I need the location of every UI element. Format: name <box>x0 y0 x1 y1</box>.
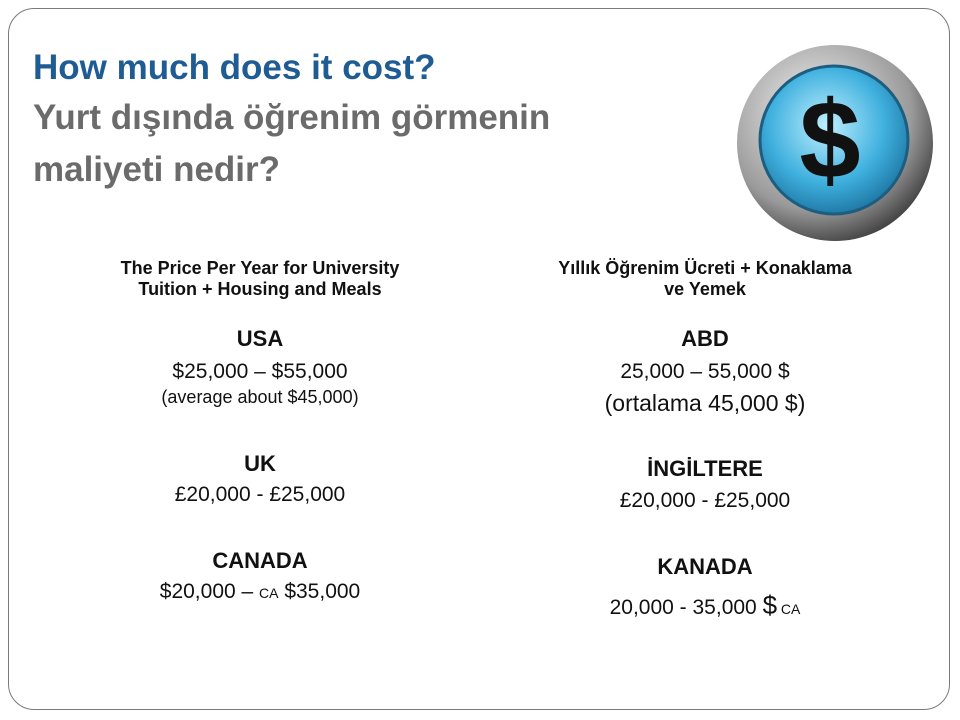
icon-face <box>758 64 910 216</box>
slide-frame <box>8 8 950 710</box>
price-part: $20,000 – <box>159 580 260 603</box>
country-name: CANADA <box>212 548 308 573</box>
heading-line: Tuition + Housing and Meals <box>138 279 382 299</box>
heading-line: ve Yemek <box>664 279 746 299</box>
price-range: 25,000 – 55,000 $ <box>485 360 925 384</box>
price-part: 25,000 – 55,000 $ <box>620 360 790 383</box>
price-note: (ortalama 45,000 $) <box>604 390 806 416</box>
price-note: (average about $45,000) <box>161 387 359 407</box>
country-name: UK <box>244 451 276 476</box>
price-part: 20,000 - 35,000 <box>609 596 763 619</box>
price-range: $20,000 – CA $35,000 <box>40 580 480 604</box>
column-heading: The Price Per Year for University Tuition… <box>40 258 480 300</box>
subtitle: maliyeti nedir? <box>33 150 281 189</box>
country-name: USA <box>236 326 284 351</box>
country-name: ABD <box>681 326 729 351</box>
country-name: İNGİLTERE <box>647 456 763 481</box>
heading-line: Yıllık Öğrenim Ücreti + Konaklama <box>558 258 852 278</box>
price-part: £20,000 - £25,000 <box>174 483 346 506</box>
heading-line: The Price Per Year for University <box>120 258 400 278</box>
price-part: $ <box>762 590 778 620</box>
price-range: $25,000 – $55,000 <box>40 360 480 384</box>
country-name: KANADA <box>657 554 753 579</box>
price-part: £20,000 - £25,000 <box>619 489 791 512</box>
title: How much does it cost? <box>33 48 436 87</box>
icon-symbol: $ <box>799 79 860 202</box>
price-range: 20,000 - 35,000 $ CA <box>485 590 925 621</box>
price-part: CA <box>259 585 279 601</box>
price-range: £20,000 - £25,000 <box>485 489 925 513</box>
price-part: CA <box>777 601 801 617</box>
column-heading: Yıllık Öğrenim Ücreti + Konaklama ve Yeme… <box>485 258 925 300</box>
dollar-icon: $ <box>737 45 933 241</box>
price-range: £20,000 - £25,000 <box>40 483 480 507</box>
price-part: $25,000 – $55,000 <box>172 360 348 383</box>
subtitle: Yurt dışında öğrenim görmenin <box>33 98 551 137</box>
price-part: $35,000 <box>278 580 361 603</box>
